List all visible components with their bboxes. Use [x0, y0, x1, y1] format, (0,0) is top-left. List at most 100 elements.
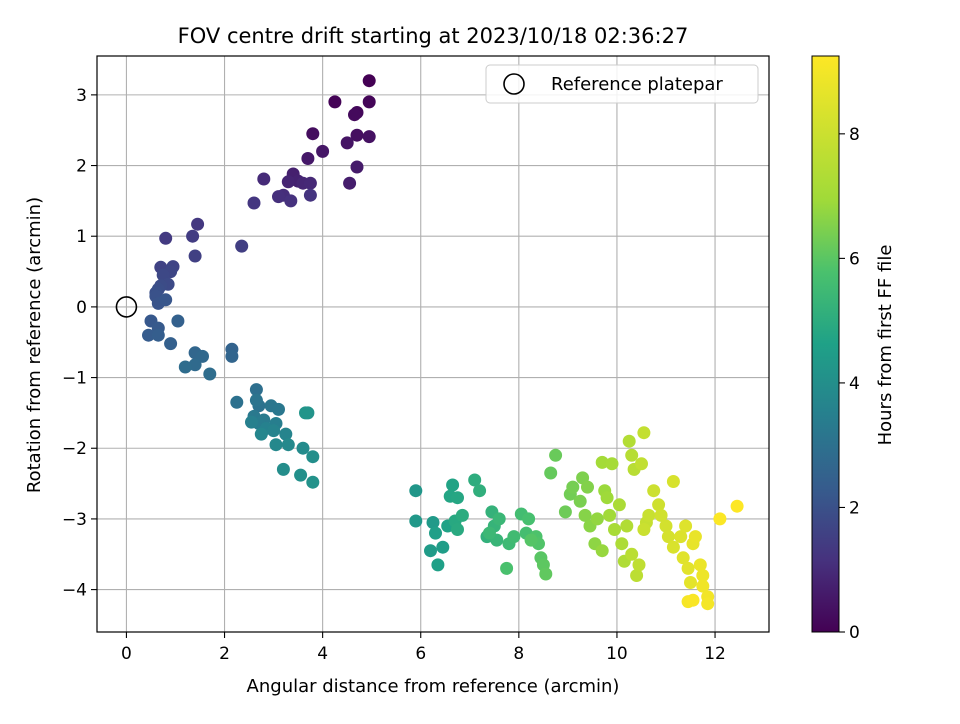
data-point: [281, 175, 295, 189]
data-point: [343, 176, 357, 190]
data-point: [296, 441, 310, 455]
data-point: [284, 194, 298, 208]
x-tick-label: 6: [415, 644, 426, 664]
data-point: [249, 383, 263, 397]
data-point: [468, 473, 482, 487]
data-point: [276, 462, 290, 476]
x-tick-label: 10: [606, 644, 628, 664]
x-axis-ticks: 0 2 4 6 8 10 12: [121, 632, 726, 664]
data-point: [642, 508, 656, 522]
data-point: [637, 426, 651, 440]
data-point: [603, 508, 617, 522]
data-point: [679, 519, 693, 533]
data-point: [544, 466, 558, 480]
data-point: [348, 108, 361, 122]
data-point: [362, 95, 376, 109]
data-point: [451, 523, 464, 536]
reference-marker: [115, 296, 138, 318]
legend: Reference platepar: [485, 64, 759, 104]
data-point: [203, 367, 217, 381]
data-point: [159, 293, 173, 307]
data-point: [590, 512, 604, 526]
colorbar-tick-label: 0: [849, 623, 860, 643]
data-point: [730, 499, 744, 513]
colorbar-tick-label: 8: [849, 125, 860, 145]
data-point: [303, 188, 317, 202]
data-points: [115, 74, 744, 611]
data-point: [142, 328, 155, 342]
data-point: [350, 128, 364, 142]
colorbar-gradient: [811, 55, 840, 633]
data-point: [482, 526, 496, 540]
data-point: [549, 448, 563, 462]
data-point: [191, 217, 205, 231]
data-point: [164, 337, 178, 351]
data-point: [507, 530, 521, 544]
data-point: [581, 480, 594, 494]
data-point: [558, 505, 572, 519]
y-tick-label: −3: [62, 510, 87, 530]
data-point: [272, 190, 285, 204]
x-tick-label: 4: [317, 644, 328, 664]
data-point: [539, 567, 553, 581]
data-point: [522, 512, 536, 526]
data-point: [424, 544, 437, 558]
data-point: [676, 551, 690, 565]
data-point: [693, 558, 707, 572]
data-point: [279, 427, 293, 441]
data-point: [630, 569, 644, 582]
data-point: [600, 491, 614, 505]
data-point: [632, 558, 646, 572]
data-point: [409, 514, 423, 528]
data-point: [301, 152, 315, 165]
data-point: [306, 450, 320, 464]
data-point: [637, 523, 651, 536]
data-point: [612, 498, 626, 512]
data-point: [429, 526, 442, 540]
data-point: [269, 438, 283, 452]
data-point: [230, 395, 244, 409]
data-point: [696, 579, 710, 593]
data-point: [446, 478, 460, 492]
data-point: [306, 127, 320, 141]
colorbar-label: Hours from first FF file: [875, 245, 896, 446]
chart-title: FOV centre drift starting at 2023/10/18 …: [178, 24, 689, 48]
data-point: [247, 196, 261, 210]
data-point: [615, 537, 629, 551]
y-tick-label: −2: [62, 439, 87, 459]
data-point: [299, 406, 312, 420]
y-tick-label: 0: [76, 298, 87, 318]
data-point: [500, 561, 514, 575]
data-point: [622, 434, 636, 448]
x-tick-label: 8: [513, 644, 524, 664]
data-point: [451, 491, 464, 505]
data-point: [652, 498, 666, 512]
data-point: [257, 172, 271, 186]
y-axis-label: Rotation from reference (arcmin): [24, 197, 45, 493]
data-point: [625, 448, 639, 462]
y-tick-label: 2: [76, 157, 87, 177]
data-point: [328, 95, 342, 109]
data-point: [674, 530, 688, 544]
data-point: [666, 540, 680, 554]
legend-entry-reference: Reference platepar: [551, 74, 723, 95]
data-point: [188, 249, 202, 263]
data-point: [159, 231, 173, 245]
data-point: [661, 530, 675, 544]
data-point: [578, 508, 592, 522]
data-point: [362, 130, 376, 144]
y-tick-label: 3: [76, 86, 87, 106]
data-point: [701, 597, 715, 611]
data-point: [696, 569, 710, 582]
colorbar: 0 2 4 6 8 Hours from first FF file: [811, 55, 896, 643]
data-point: [659, 519, 673, 533]
data-point: [267, 424, 281, 438]
data-point: [281, 438, 295, 452]
data-point: [620, 519, 634, 533]
plot-area-frame: [96, 55, 770, 633]
data-point: [473, 484, 487, 498]
data-point: [340, 136, 354, 150]
data-point: [654, 508, 668, 522]
data-point: [605, 457, 619, 471]
